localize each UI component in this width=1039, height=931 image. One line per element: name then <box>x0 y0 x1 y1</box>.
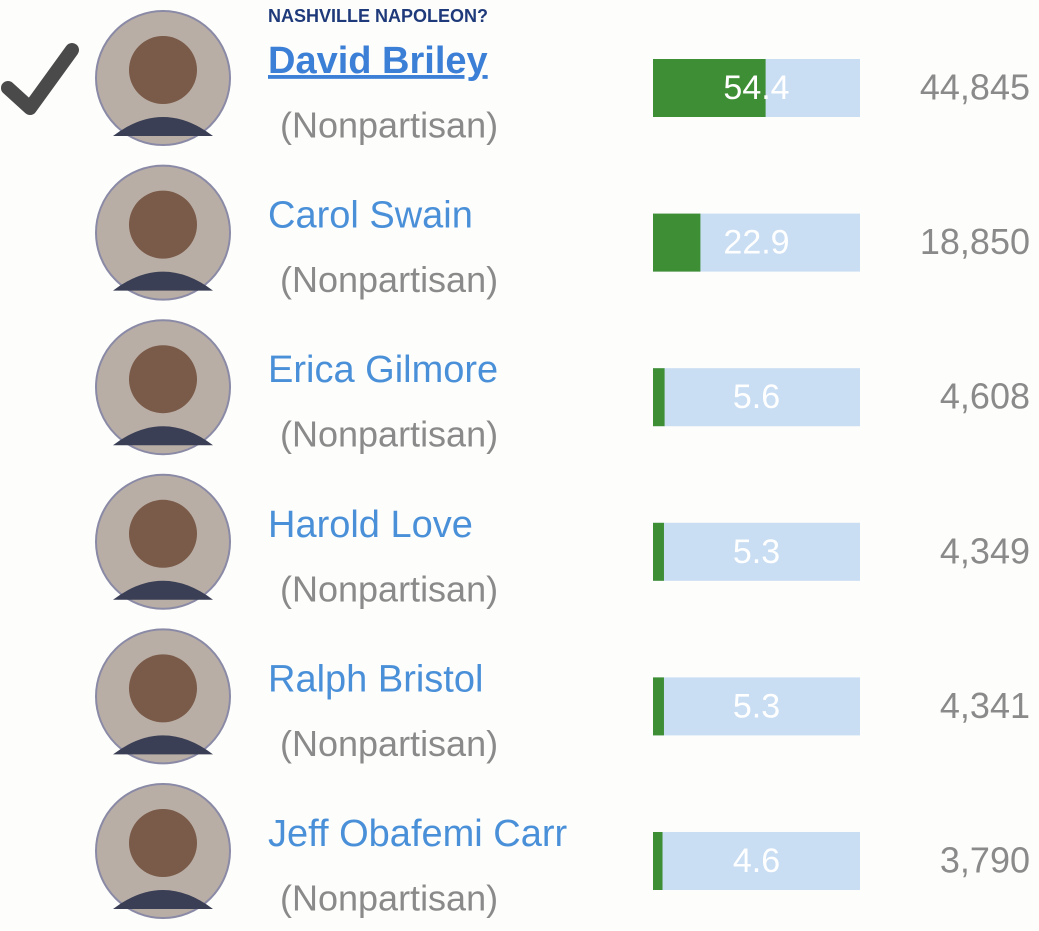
results: NASHVILLE NAPOLEON? David Briley (Nonpart… <box>0 0 1039 931</box>
bar <box>653 368 665 426</box>
bar-label: 22.9 <box>723 224 789 262</box>
bar-label: 54.4 <box>723 69 789 107</box>
candidate-name: Harold Love <box>268 504 473 546</box>
candidate-party: (Nonpartisan) <box>280 259 498 300</box>
photo-face <box>129 809 197 877</box>
bar <box>653 677 664 735</box>
votes: 44,845 <box>920 67 1030 108</box>
votes: 4,341 <box>940 685 1030 726</box>
candidate-party: (Nonpartisan) <box>280 878 498 919</box>
photo-face <box>129 36 197 104</box>
bar <box>653 214 700 272</box>
photo-face <box>129 654 197 722</box>
votes: 4,349 <box>940 530 1030 571</box>
photo-face <box>129 500 197 568</box>
bar-label: 5.6 <box>733 378 780 416</box>
candidate-party: (Nonpartisan) <box>280 723 498 764</box>
votes: 4,608 <box>940 376 1030 417</box>
winner-check <box>8 50 72 108</box>
bar <box>653 832 663 890</box>
candidate-party: (Nonpartisan) <box>280 105 498 146</box>
header-title: NASHVILLE NAPOLEON? <box>268 6 488 26</box>
candidate-name: Jeff Obafemi Carr <box>268 813 568 855</box>
bar-label: 4.6 <box>733 842 780 880</box>
candidate-name: David Briley <box>268 40 488 82</box>
candidate-name: Ralph Bristol <box>268 658 483 700</box>
bar-label: 5.3 <box>733 687 780 725</box>
photo-face <box>129 345 197 413</box>
votes: 3,790 <box>940 840 1030 881</box>
candidate-party: (Nonpartisan) <box>280 568 498 609</box>
photo-face <box>129 191 197 259</box>
candidate-name: Erica Gilmore <box>268 349 498 391</box>
votes: 18,850 <box>920 221 1030 262</box>
bar-label: 5.3 <box>733 533 780 571</box>
candidate-party: (Nonpartisan) <box>280 414 498 455</box>
bar <box>653 523 664 581</box>
candidate-name: Carol Swain <box>268 195 473 237</box>
